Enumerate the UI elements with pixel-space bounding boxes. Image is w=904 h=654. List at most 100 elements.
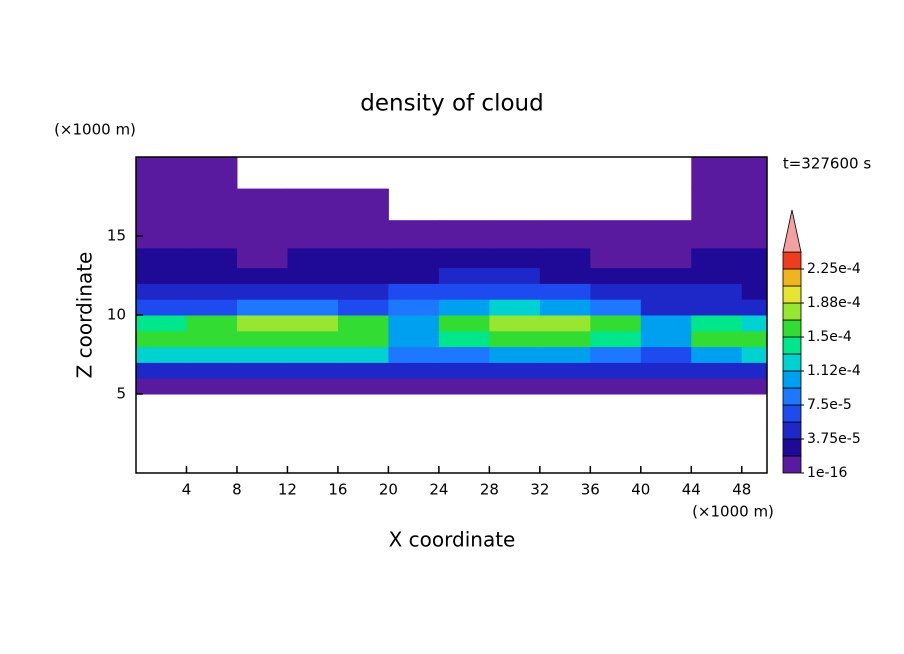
contour-cell [287,362,339,379]
x-tick-label: 28 [480,481,499,499]
contour-cell [438,315,490,332]
contour-cell [337,220,389,249]
contour-cell [337,378,389,395]
contour-cell [489,315,541,332]
contour-cell [186,330,238,348]
contour-cell [438,346,490,363]
x-tick-label: 20 [379,481,398,499]
contour-cell [388,283,440,300]
contour-cell [186,267,238,284]
contour-cell [438,220,490,249]
x-tick-label: 24 [429,481,448,499]
contour-cell [691,330,743,348]
contour-cell [741,330,767,348]
x-tick-label: 8 [232,481,242,499]
contour-cell [136,315,187,332]
time-label: t=327600 s [783,155,871,173]
contour-cell [539,283,591,300]
x-tick-label: 36 [581,481,600,499]
contour-cell [186,247,238,269]
contour-cell [388,220,440,249]
contour-cell [236,346,288,363]
contour-cell [741,220,767,249]
x-axis-label: X coordinate [389,528,516,552]
contour-cell [337,315,389,332]
contour-cell [590,299,642,316]
contour-cell [691,299,743,316]
contour-cell [388,315,440,332]
contour-cell [590,315,642,332]
colorbar-box [782,336,802,355]
contour-cell [590,362,642,379]
x-tick-label: 44 [682,481,701,499]
contour-cell [489,283,541,300]
contour-cell [741,247,767,269]
contour-cell [287,315,339,332]
contour-cell [236,315,288,332]
colorbar-box [782,353,802,372]
contour-cell [590,330,642,348]
contour-cell [388,378,440,395]
contour-cell [337,247,389,269]
contour-cell [287,346,339,363]
colorbar-label: 2.25e-4 [807,261,861,277]
y-unit: (×1000 m) [54,121,136,139]
contour-cell [337,299,389,316]
x-tick-label: 40 [631,481,650,499]
contour-cell [337,346,389,363]
contour-cell [741,157,767,190]
colorbar-over [782,209,802,253]
colorbar-box [782,268,802,287]
contour-cell [287,220,339,249]
contour-cell [388,346,440,363]
contour-cell [489,299,541,316]
colorbar-box [782,302,802,321]
contour-cell [287,247,339,269]
contour-cell [136,283,187,300]
x-tick-label: 4 [182,481,192,499]
contour-cell [337,267,389,284]
contour-cell [489,220,541,249]
contour-cell [388,267,440,284]
contour-cell [136,267,187,284]
x-unit: (×1000 m) [692,503,774,521]
contour-cell [590,378,642,395]
contour-cell [539,330,591,348]
contour-cell [741,299,767,316]
contour-cell [741,283,767,300]
contour-cell [438,247,490,269]
contour-cell [337,330,389,348]
contour-cell [640,330,692,348]
contour-cell [590,267,642,284]
contour-cell [186,362,238,379]
contour-cell [186,220,238,249]
contour-cell [236,267,288,284]
contour-cell [691,267,743,284]
contour-cell [438,267,490,284]
contour-cell [489,267,541,284]
contour-cell [489,362,541,379]
y-tick-label: 5 [116,385,126,403]
contour-cell [640,247,692,269]
contour-cell [539,299,591,316]
contour-cell [489,378,541,395]
contour-cell [691,378,743,395]
contour-cell [236,362,288,379]
contour-cell [438,283,490,300]
contour-cell [640,283,692,300]
x-tick-label: 32 [530,481,549,499]
contour-cell [136,247,187,269]
contour-cell [640,362,692,379]
contour-cell [136,346,187,363]
colorbar-box [782,421,802,440]
x-tick-label: 12 [278,481,297,499]
contour-cell [691,346,743,363]
colorbar-box [782,387,802,406]
contour-cell [388,362,440,379]
contour-cell [489,346,541,363]
contour-cell [438,378,490,395]
contour-cell [438,330,490,348]
contour-cell [287,267,339,284]
contour-cell [741,378,767,395]
